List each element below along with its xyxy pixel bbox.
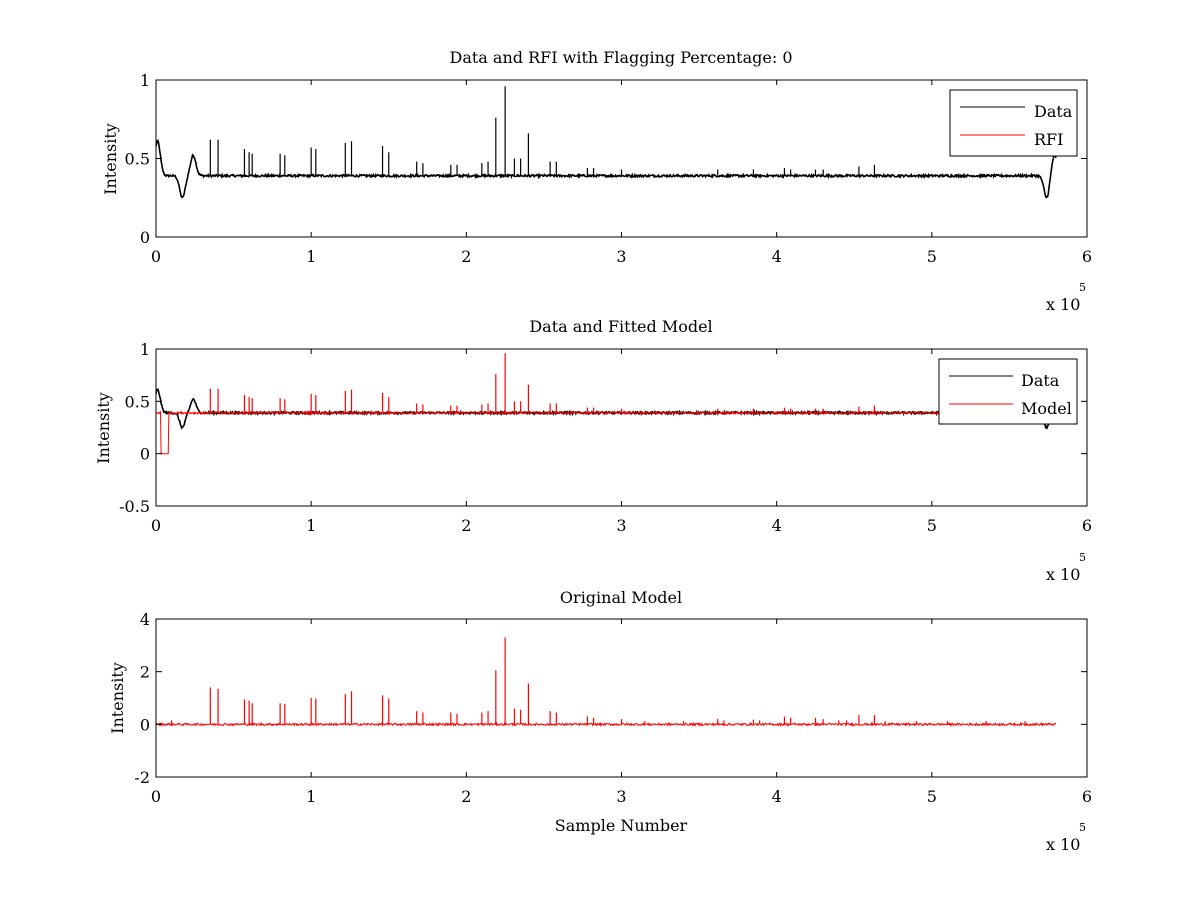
x-axis-multiplier: x 10 (1046, 295, 1080, 314)
legend-label-data: Data (1034, 102, 1073, 121)
series-line-data (155, 138, 1057, 199)
y-tick-label: -2 (134, 768, 150, 787)
axis-ticks: 0 1 2 3 4 5 6-0.500.51 (119, 340, 1092, 535)
x-axis-multiplier: x 10 (1046, 565, 1080, 584)
x-tick-label: 3 (616, 247, 626, 266)
x-tick-label: 1 (306, 247, 316, 266)
x-tick-label: 5 (927, 516, 937, 535)
plot-area (155, 637, 1057, 728)
legend-box (938, 358, 1078, 425)
y-tick-label: 4 (140, 610, 150, 629)
x-axis-multiplier: x 10 (1046, 835, 1080, 854)
x-axis-multiplier-exponent: 5 (1079, 281, 1086, 294)
x-tick-label: 0 (151, 247, 161, 266)
y-tick-label: 0.5 (125, 150, 150, 169)
x-axis-multiplier-exponent: 5 (1079, 551, 1086, 564)
x-tick-label: 6 (1082, 516, 1092, 535)
y-tick-label: 1 (140, 71, 150, 90)
x-tick-label: 3 (616, 787, 626, 806)
x-tick-label: 4 (772, 787, 782, 806)
x-tick-label: 4 (772, 516, 782, 535)
legend-label-data: Data (1021, 371, 1060, 390)
y-tick-label: 1 (140, 340, 150, 359)
legend-label-rfi: RFI (1034, 130, 1063, 149)
x-tick-label: 0 (151, 516, 161, 535)
plot-area (155, 86, 1057, 199)
y-tick-label: 2 (140, 663, 150, 682)
legend-box (949, 89, 1078, 157)
y-axis-label: Intensity (108, 662, 127, 734)
x-tick-label: 6 (1082, 787, 1092, 806)
y-tick-label: 0 (140, 445, 150, 464)
x-tick-label: 0 (151, 787, 161, 806)
series-line-model (155, 410, 1057, 455)
y-tick-label: 0 (140, 228, 150, 247)
axis-ticks: 0 1 2 3 4 5 6 0 0.5 1 (125, 71, 1093, 266)
y-tick-label: 0.5 (125, 392, 150, 411)
x-tick-label: 3 (616, 516, 626, 535)
x-axis-multiplier-exponent: 5 (1079, 821, 1086, 834)
legend-label-model: Model (1021, 399, 1072, 418)
x-tick-label: 5 (927, 787, 937, 806)
x-tick-label: 6 (1082, 247, 1092, 266)
subplot-title: Original Model (560, 588, 682, 607)
x-tick-label: 4 (772, 247, 782, 266)
subplot-title: Data and RFI with Flagging Percentage: 0 (449, 48, 792, 67)
y-axis-label: Intensity (94, 392, 113, 464)
y-tick-label: -0.5 (119, 497, 150, 516)
legend: Data RFI (949, 89, 1078, 157)
x-tick-label: 2 (461, 516, 471, 535)
x-tick-label: 1 (306, 787, 316, 806)
x-tick-label: 1 (306, 516, 316, 535)
x-tick-label: 2 (461, 787, 471, 806)
x-tick-label: 2 (461, 247, 471, 266)
legend: Data Model (938, 358, 1078, 425)
subplot-data-and-rfi: Data and RFI with Flagging Percentage: 0… (101, 48, 1092, 314)
subplot-data-and-fitted-model: Data and Fitted Model Intensity 0 1 2 3 4 5 6 -… (94, 317, 1092, 584)
plot-area (155, 353, 1057, 455)
subplot-title: Data and Fitted Model (529, 317, 712, 336)
y-tick-label: 0 (140, 715, 150, 734)
x-axis-label: Sample Number (555, 816, 688, 835)
series-line-model (155, 721, 1057, 728)
y-axis-label: Intensity (101, 123, 120, 195)
x-tick-label: 5 (927, 247, 937, 266)
